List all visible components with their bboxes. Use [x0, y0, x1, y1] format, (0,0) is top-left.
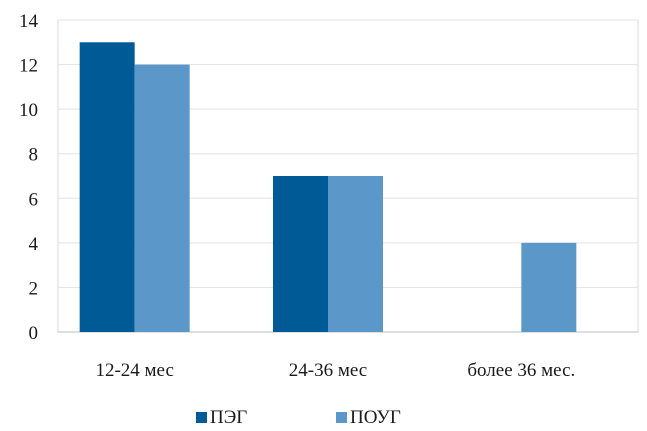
bars — [79, 42, 577, 333]
y-tick-label: 12 — [19, 56, 38, 77]
legend-swatch-poug — [336, 412, 347, 423]
bar-poug-0 — [134, 64, 190, 333]
legend-label-poug: ПОУГ — [350, 407, 401, 428]
bar-poug-2 — [521, 242, 577, 332]
y-tick-label: 2 — [29, 278, 39, 299]
bar-peg-1 — [273, 176, 328, 332]
x-axis-categories: 12-24 мес 24-36 мес более 36 мес. — [95, 360, 575, 381]
category-label: 12-24 мес — [95, 360, 173, 381]
y-tick-label: 14 — [19, 11, 39, 32]
legend: ПЭГ ПОУГ — [196, 407, 401, 428]
y-tick-label: 10 — [19, 100, 38, 121]
legend-label-peg: ПЭГ — [210, 407, 247, 428]
bar-poug-1 — [328, 176, 383, 332]
bar-peg-0 — [79, 42, 135, 333]
y-tick-label: 4 — [29, 234, 39, 255]
y-tick-label: 8 — [29, 145, 39, 166]
category-label: 24-36 мес — [289, 360, 367, 381]
y-axis-ticks: 0 2 4 6 8 10 12 14 — [19, 11, 39, 344]
y-tick-label: 6 — [29, 189, 39, 210]
y-tick-label: 0 — [29, 323, 39, 344]
legend-swatch-peg — [196, 412, 207, 423]
category-label: более 36 мес. — [467, 360, 575, 381]
